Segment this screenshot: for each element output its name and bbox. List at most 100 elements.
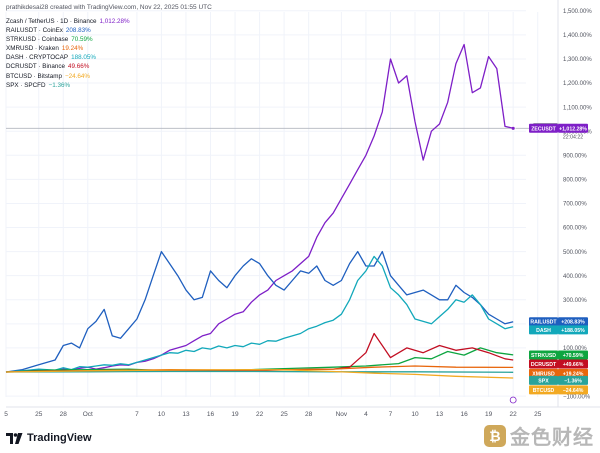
x-tick-label: 28 bbox=[305, 411, 313, 418]
y-tick-label: 900.00% bbox=[563, 153, 587, 159]
x-tick-label: 7 bbox=[389, 411, 393, 418]
legend-label: STRKUSD · Coinbase bbox=[6, 36, 69, 44]
legend-label: DCRUSDT · Binance bbox=[6, 63, 66, 71]
watermark-logo-icon: ₿ bbox=[484, 424, 506, 447]
y-tick-label: 1,500.00% bbox=[563, 9, 592, 15]
x-tick-label: 25 bbox=[534, 411, 542, 418]
series-tag-value-box bbox=[558, 325, 588, 335]
legend-label: SPX · SPCFD bbox=[6, 81, 46, 89]
series-tag-value: +208.83% bbox=[561, 320, 585, 326]
legend-change: 19.24% bbox=[61, 45, 84, 53]
x-tick-label: 13 bbox=[436, 411, 444, 418]
y-tick-label: 600.00% bbox=[563, 226, 587, 232]
series-tag-value: +1,012.28% bbox=[559, 126, 587, 132]
legend-row[interactable]: DCRUSDT · Binance 49.66% bbox=[6, 62, 130, 71]
series-line-zecusdt bbox=[5, 43, 514, 373]
y-tick-label: −100.00% bbox=[563, 394, 591, 400]
series-tag-value: −1.36% bbox=[564, 378, 582, 384]
y-tick-label: 700.00% bbox=[563, 202, 587, 208]
legend-change: 49.66% bbox=[68, 63, 90, 71]
legend-label: XMRUSD · Kraken bbox=[6, 45, 59, 53]
series-tag-value: +70.59% bbox=[563, 353, 584, 359]
legend-change: −24.64% bbox=[64, 72, 91, 80]
tradingview-brand[interactable]: TradingView bbox=[6, 432, 92, 444]
legend-label: RAILUSDT · CoinEx bbox=[6, 27, 63, 35]
series-tag-name: STRKUSD bbox=[531, 353, 556, 359]
series-tag-value-box bbox=[558, 368, 588, 378]
legend-label: Zcash / TetherUS · 1D · Binance bbox=[6, 18, 97, 25]
series-tag-box bbox=[529, 375, 558, 385]
x-tick-label: 7 bbox=[135, 411, 139, 418]
x-tick-label: Nov bbox=[336, 411, 348, 418]
x-tick-label: 25 bbox=[281, 411, 289, 418]
x-tick-label: 19 bbox=[485, 411, 493, 418]
series-tag-value-box bbox=[558, 350, 588, 360]
price-tags: ZECUSDT +1,012.28% RAILUSDT +208.83% DASH +18… bbox=[529, 123, 588, 395]
legend: Zcash / TetherUS · 1D · Binance 1,012.28%… bbox=[6, 17, 130, 90]
series-tag-name: BTCUSD bbox=[533, 388, 555, 394]
series-tag-value: +49.66% bbox=[563, 362, 584, 368]
x-tick-label: 28 bbox=[60, 411, 68, 418]
tradingview-logo-icon bbox=[6, 432, 23, 444]
series-line-dash bbox=[5, 255, 514, 373]
legend-row[interactable]: STRKUSD · Coinbase 70.59% bbox=[6, 35, 130, 44]
series-tag-value-box bbox=[558, 359, 588, 369]
series-tag-name: SPX bbox=[538, 378, 549, 384]
series-tag-name: XMRUSD bbox=[532, 371, 555, 377]
legend-change: −1.36% bbox=[48, 81, 71, 89]
y-tick-label: 100.00% bbox=[563, 346, 587, 352]
series-line-btcusd bbox=[5, 368, 514, 379]
series-line-spx bbox=[5, 370, 514, 373]
x-tick-label: 22 bbox=[256, 411, 264, 418]
series-tag-box bbox=[529, 123, 558, 133]
x-axis: 5 25 28 Oct 7 10 13 16 19 22 25 28 Nov 4 7 10 13 16 19 22 25 bbox=[4, 396, 600, 418]
y-tick-label: 1,100.00% bbox=[563, 105, 592, 111]
x-tick-label: 5 bbox=[4, 411, 8, 418]
series-tag-box bbox=[529, 359, 558, 369]
y-tick-label: 300.00% bbox=[563, 298, 587, 304]
legend-label: DASH · CRYPTOCAP bbox=[6, 54, 69, 62]
legend-row[interactable]: Zcash / TetherUS · 1D · Binance 1,012.28% bbox=[6, 17, 130, 26]
legend-change: 1,012.28% bbox=[99, 18, 130, 25]
legend-change: 188.05% bbox=[71, 54, 96, 62]
legend-row[interactable]: DASH · CRYPTOCAP 188.05% bbox=[6, 53, 130, 62]
series-tag-value: +19.24% bbox=[563, 371, 584, 377]
x-tick-label: 10 bbox=[158, 411, 166, 418]
series-line-railusdt bbox=[5, 250, 514, 373]
x-tick-label: 16 bbox=[460, 411, 468, 418]
legend-change: 70.59% bbox=[71, 36, 93, 44]
y-tick-label: 1,400.00% bbox=[563, 33, 592, 39]
series-tag-name: ZECUSDT bbox=[531, 126, 556, 132]
grid bbox=[5, 10, 539, 397]
series-tag-value: +188.05% bbox=[561, 328, 585, 334]
x-tick-label: 22 bbox=[510, 411, 518, 418]
series-lines bbox=[5, 43, 514, 379]
series-tag-box bbox=[529, 385, 558, 395]
y-axis: 1,500.00% 1,400.00% 1,300.00% 1,200.00% 1,10… bbox=[557, 0, 592, 407]
series-tag-value: −24.64% bbox=[563, 388, 584, 394]
series-tag-value-box bbox=[558, 317, 588, 327]
watermark: ₿ 金色财经 bbox=[484, 421, 594, 450]
series-tag-box bbox=[529, 350, 558, 360]
legend-row[interactable]: BTCUSD · Bitstamp −24.64% bbox=[6, 72, 130, 81]
x-tick-label: 10 bbox=[411, 411, 419, 418]
x-tick-label: Oct bbox=[83, 411, 93, 418]
series-tag-name: RAILUSDT bbox=[530, 320, 557, 326]
y-tick-label: 500.00% bbox=[563, 250, 587, 256]
series-tag-value-box bbox=[558, 123, 588, 133]
watermark-text: 金色财经 bbox=[510, 427, 594, 449]
y-tick-label: 800.00% bbox=[563, 178, 587, 184]
x-tick-label: 4 bbox=[364, 411, 368, 418]
brand-name: TradingView bbox=[27, 432, 92, 444]
series-tag-box bbox=[529, 325, 558, 335]
x-tick-label: 16 bbox=[207, 411, 215, 418]
series-tag-name: DASH bbox=[536, 328, 551, 334]
legend-row[interactable]: RAILUSDT · CoinEx 208.83% bbox=[6, 26, 130, 35]
legend-label: BTCUSD · Bitstamp bbox=[6, 72, 62, 80]
y-tick-label: 1,200.00% bbox=[563, 81, 592, 87]
legend-row[interactable]: SPX · SPCFD −1.36% bbox=[6, 81, 130, 90]
x-tick-label: 19 bbox=[231, 411, 239, 418]
series-tag-value-box bbox=[558, 375, 588, 385]
legend-row[interactable]: XMRUSD · Kraken 19.24% bbox=[6, 44, 130, 53]
